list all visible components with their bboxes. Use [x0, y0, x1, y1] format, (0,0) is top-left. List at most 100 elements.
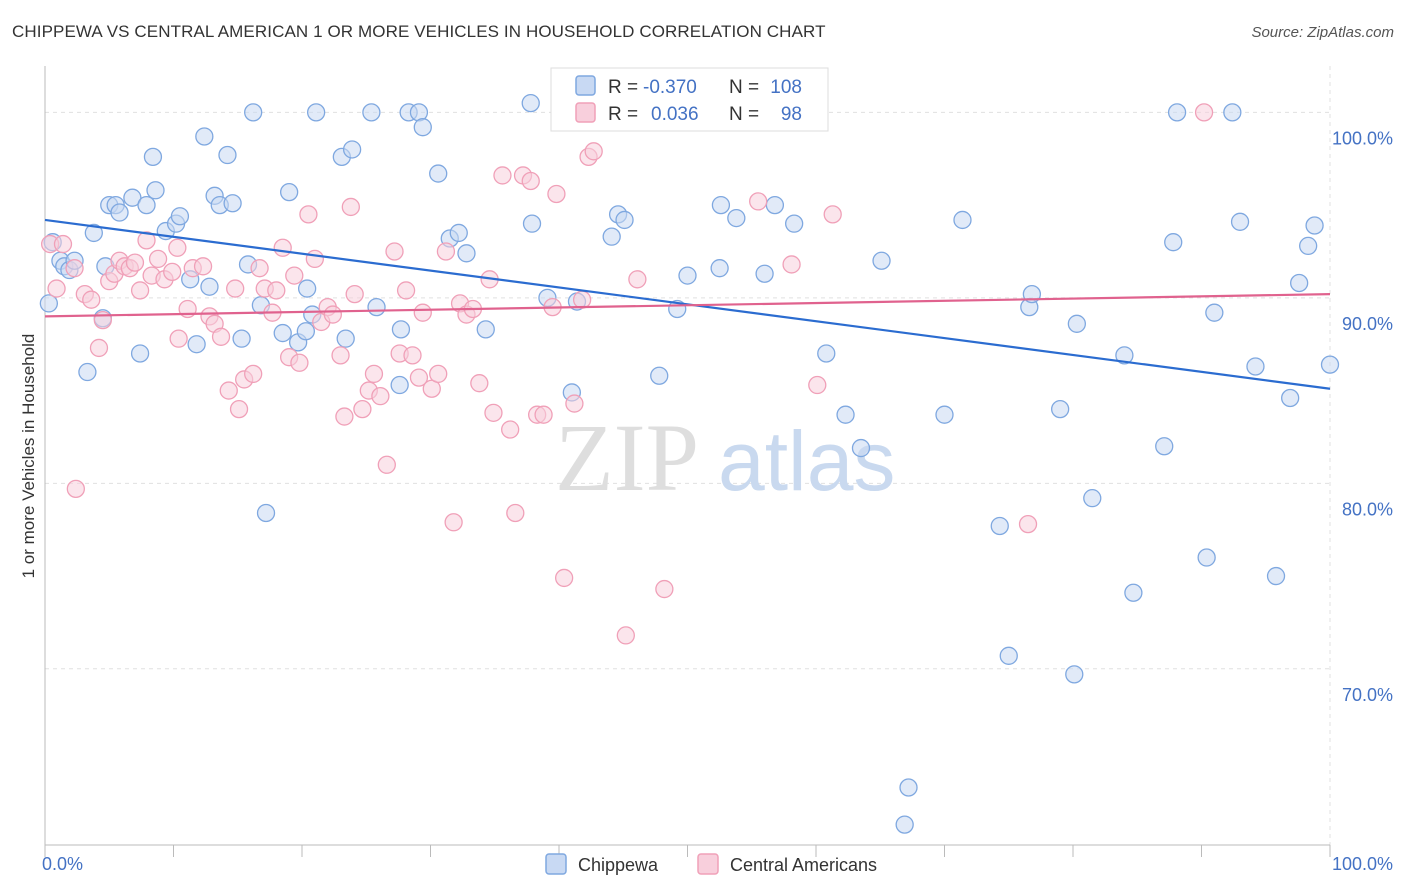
central-americans-point-14: [125, 253, 145, 272]
central-americans-point-83: [572, 290, 592, 309]
central-americans-point-56: [385, 242, 404, 261]
y-tick-label-2: 80.0%: [1342, 499, 1393, 519]
central-americans-point-43: [305, 249, 325, 269]
central-americans-point-16: [137, 231, 156, 250]
chippewa-point-68: [711, 195, 731, 215]
chippewa-point-37: [296, 322, 316, 341]
legend-swatch-central-americans: [575, 102, 596, 123]
central-americans-point-91: [782, 255, 801, 274]
central-americans-point-22: [169, 329, 188, 348]
bottom-legend-central-americans: Central Americans: [730, 855, 877, 875]
chippewa-point-80: [935, 405, 954, 424]
legend-r-value-2: 0.036: [651, 104, 699, 125]
chippewa-point-79: [899, 778, 918, 797]
chippewa-point-54: [457, 244, 476, 263]
central-americans-point-76: [521, 171, 540, 191]
chippewa-point-99: [1246, 357, 1265, 376]
central-americans-point-64: [436, 242, 456, 261]
chippewa-point-51: [429, 164, 448, 183]
chippewa-point-12: [110, 203, 129, 222]
central-americans-point-80: [547, 184, 566, 204]
central-americans-point-29: [219, 381, 238, 400]
central-americans-point-60: [409, 368, 429, 387]
central-americans-point-82: [565, 394, 584, 413]
central-americans-trend-line: [44, 293, 1331, 318]
chippewa-point-92: [1155, 437, 1174, 456]
axes: [44, 66, 1331, 857]
chippewa-point-27: [218, 145, 237, 165]
legend-n-label-2: N =: [729, 104, 759, 125]
central-americans-point-41: [290, 353, 309, 372]
central-americans-point-95: [1194, 103, 1214, 122]
chippewa-point-78: [895, 815, 914, 834]
chippewa-point-44: [362, 103, 381, 122]
central-americans-point-94: [1018, 514, 1038, 534]
central-americans-point-50: [345, 284, 364, 304]
legend-box: [550, 67, 829, 132]
central-americans-point-86: [616, 626, 635, 645]
chippewa-point-91: [1124, 583, 1143, 602]
legend-r-label-1: R =: [608, 77, 638, 98]
central-americans-point-61: [413, 303, 432, 322]
chippewa-point-46: [390, 375, 409, 395]
chippewa-point-22: [187, 335, 206, 354]
chippewa-point-7: [84, 223, 103, 243]
chippewa-point-93: [1164, 233, 1183, 252]
chippewa-point-98: [1230, 212, 1250, 231]
chippewa-point-72: [785, 214, 804, 233]
chippewa-point-83: [999, 646, 1018, 665]
central-americans-point-92: [808, 375, 827, 395]
chippewa-point-20: [170, 207, 190, 226]
chippewa-point-87: [1065, 665, 1084, 684]
chippewa-point-82: [990, 516, 1009, 536]
chippewa-point-100: [1266, 566, 1286, 586]
central-americans-point-71: [484, 403, 503, 422]
watermark-atlas: atlas: [718, 414, 895, 508]
y-axis-label: 1 or more Vehicles in Household: [19, 334, 38, 579]
bottom-legend-swatch-central-americans: [697, 853, 719, 875]
x-tick-label-0: 0.0%: [42, 854, 83, 874]
chippewa-point-64: [650, 366, 669, 385]
chippewa-point-89: [1083, 489, 1102, 508]
chippewa-point-35: [279, 182, 299, 202]
legend-n-value-1: 108: [770, 77, 802, 98]
central-americans-point-74: [506, 503, 525, 523]
central-americans-point-85: [584, 142, 603, 161]
chippewa-point-29: [232, 329, 251, 348]
chippewa-point-42: [336, 329, 355, 348]
central-americans-point-47: [331, 346, 350, 365]
chippewa-point-50: [413, 118, 432, 137]
legend-r-label-2: R =: [608, 104, 638, 125]
central-americans-point-59: [403, 346, 422, 365]
central-americans-point-55: [377, 455, 396, 474]
chippewa-point-34: [273, 323, 292, 343]
central-americans-point-34: [250, 259, 269, 278]
central-americans-point-7: [89, 338, 109, 358]
legend-r-value-1: -0.370: [643, 77, 697, 98]
chippewa-point-31: [244, 103, 263, 122]
chippewa-point-75: [836, 405, 855, 424]
central-americans-point-65: [444, 513, 463, 532]
central-americans-point-33: [244, 364, 263, 384]
central-americans-point-8: [93, 310, 112, 330]
central-americans-point-42: [299, 205, 318, 224]
central-americans-point-81: [554, 568, 574, 588]
chippewa-point-103: [1299, 236, 1318, 256]
chart-source: Source: ZipAtlas.com: [1251, 24, 1394, 41]
watermark: ZIP atlas: [555, 404, 895, 511]
central-americans-point-63: [429, 364, 448, 384]
chippewa-point-97: [1223, 103, 1242, 122]
chippewa-point-55: [476, 320, 495, 339]
chippewa-point-104: [1305, 216, 1324, 235]
chippewa-point-63: [615, 210, 634, 230]
chippewa-point-33: [256, 503, 276, 523]
chippewa-point-47: [391, 320, 411, 339]
chippewa-point-6: [78, 362, 97, 382]
central-americans-point-49: [341, 197, 360, 217]
chippewa-point-67: [710, 259, 729, 278]
central-americans-point-30: [226, 279, 245, 298]
chippewa-point-14: [130, 344, 150, 363]
chippewa-point-88: [1067, 314, 1087, 333]
y-tick-label-3: 70.0%: [1342, 685, 1393, 705]
